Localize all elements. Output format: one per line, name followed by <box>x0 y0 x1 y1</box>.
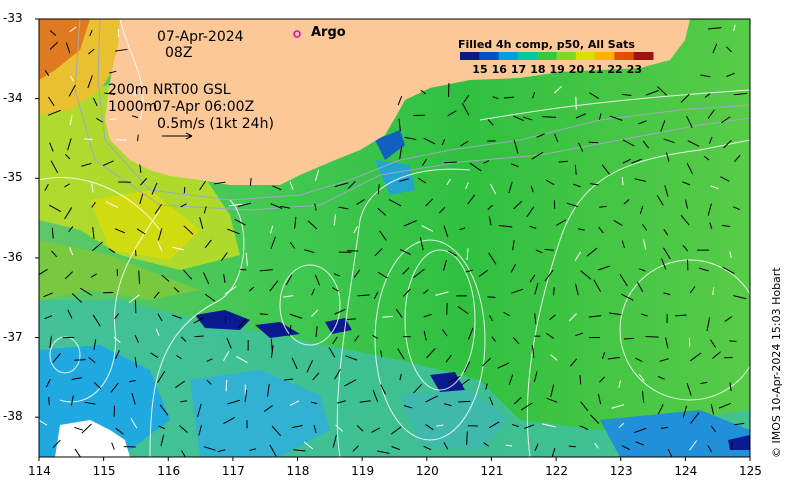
current-arrow <box>194 336 203 337</box>
current-arrow <box>49 397 50 405</box>
imos-credit: © IMOS 10-Apr-2024 15:03 Hobart <box>770 267 783 458</box>
x-tick-label: 116 <box>157 464 179 478</box>
map-date: 07-Apr-2024 <box>157 29 244 45</box>
current-arrow <box>226 380 227 392</box>
current-arrow <box>184 187 185 193</box>
colorbar <box>460 52 654 60</box>
x-tick-label: 122 <box>545 464 567 478</box>
x-tick-label: 119 <box>351 464 373 478</box>
colorbar-tick-label: 17 <box>511 63 526 76</box>
current-arrow <box>624 338 634 339</box>
x-tick-label: 115 <box>93 464 115 478</box>
current-arrow <box>646 337 659 338</box>
colorbar-tick-label: 20 <box>569 63 584 76</box>
colorbar-title: Filled 4h comp, p50, All Sats <box>458 38 635 51</box>
current-arrow <box>569 446 576 447</box>
x-axis-ticks <box>39 457 750 461</box>
depth-label-200m: 200m <box>108 82 148 98</box>
colorbar-tick-label: 19 <box>550 63 565 76</box>
x-tick-label: 124 <box>674 464 696 478</box>
y-tick-label: -36 <box>3 250 23 264</box>
current-arrow <box>444 162 457 163</box>
current-arrow <box>84 139 93 140</box>
x-tick-label: 117 <box>222 464 244 478</box>
x-tick-label: 114 <box>28 464 50 478</box>
depth-label-1000m: 1000m <box>108 99 157 115</box>
colorbar-tick-label: 16 <box>492 63 507 76</box>
colorbar-segment <box>634 52 654 60</box>
colorbar-tick-label: 15 <box>472 63 487 76</box>
colorbar-segment <box>518 52 538 60</box>
colorbar-segment <box>595 52 615 60</box>
x-tick-label: 125 <box>739 464 761 478</box>
colorbar-segment <box>557 52 577 60</box>
colorbar-segment <box>614 52 634 60</box>
product-timestamp: 07-Apr 06:00Z <box>153 99 254 115</box>
product-label: NRT00 GSL <box>153 82 231 98</box>
x-tick-label: 120 <box>416 464 438 478</box>
colorbar-segment <box>537 52 557 60</box>
y-tick-label: -34 <box>3 91 23 105</box>
colorbar-segment <box>576 52 596 60</box>
y-tick-label: -37 <box>3 330 23 344</box>
y-axis-ticks <box>35 19 39 417</box>
current-arrow <box>138 135 139 142</box>
current-arrow <box>260 314 268 315</box>
colorbar-segment <box>479 52 499 60</box>
current-arrow <box>74 360 85 361</box>
current-arrow <box>622 177 623 185</box>
y-tick-label: -35 <box>3 170 23 184</box>
current-arrow <box>347 319 356 320</box>
colorbar-tick-label: 22 <box>607 63 622 76</box>
y-tick-label: -33 <box>3 11 23 25</box>
map-time: 08Z <box>165 45 192 61</box>
argo-label: Argo <box>311 25 346 40</box>
current-arrow <box>458 401 470 402</box>
colorbar-tick-label: 23 <box>627 63 642 76</box>
colorbar-segment <box>499 52 519 60</box>
x-tick-label: 121 <box>480 464 502 478</box>
x-tick-label: 118 <box>287 464 309 478</box>
colorbar-tick-label: 18 <box>530 63 545 76</box>
colorbar-segment <box>460 52 480 60</box>
scale-label: 0.5m/s (1kt 24h) <box>157 116 274 132</box>
x-tick-label: 123 <box>610 464 632 478</box>
colorbar-tick-label: 21 <box>588 63 603 76</box>
y-tick-label: -38 <box>3 409 23 423</box>
